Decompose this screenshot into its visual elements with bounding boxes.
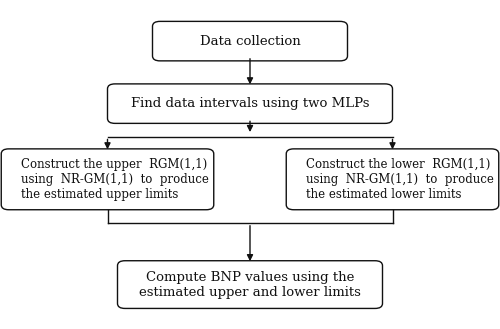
FancyBboxPatch shape xyxy=(152,21,348,61)
FancyBboxPatch shape xyxy=(1,149,214,210)
FancyBboxPatch shape xyxy=(108,84,393,123)
FancyBboxPatch shape xyxy=(286,149,499,210)
Text: Data collection: Data collection xyxy=(200,35,300,48)
Text: Compute BNP values using the
estimated upper and lower limits: Compute BNP values using the estimated u… xyxy=(139,270,361,299)
FancyBboxPatch shape xyxy=(118,261,382,309)
Text: Find data intervals using two MLPs: Find data intervals using two MLPs xyxy=(131,97,369,110)
Text: Construct the upper  RGM(1,1)
using  NR-GM(1,1)  to  produce
the estimated upper: Construct the upper RGM(1,1) using NR-GM… xyxy=(21,158,209,201)
Text: Construct the lower  RGM(1,1)
using  NR-GM(1,1)  to  produce
the estimated lower: Construct the lower RGM(1,1) using NR-GM… xyxy=(306,158,494,201)
